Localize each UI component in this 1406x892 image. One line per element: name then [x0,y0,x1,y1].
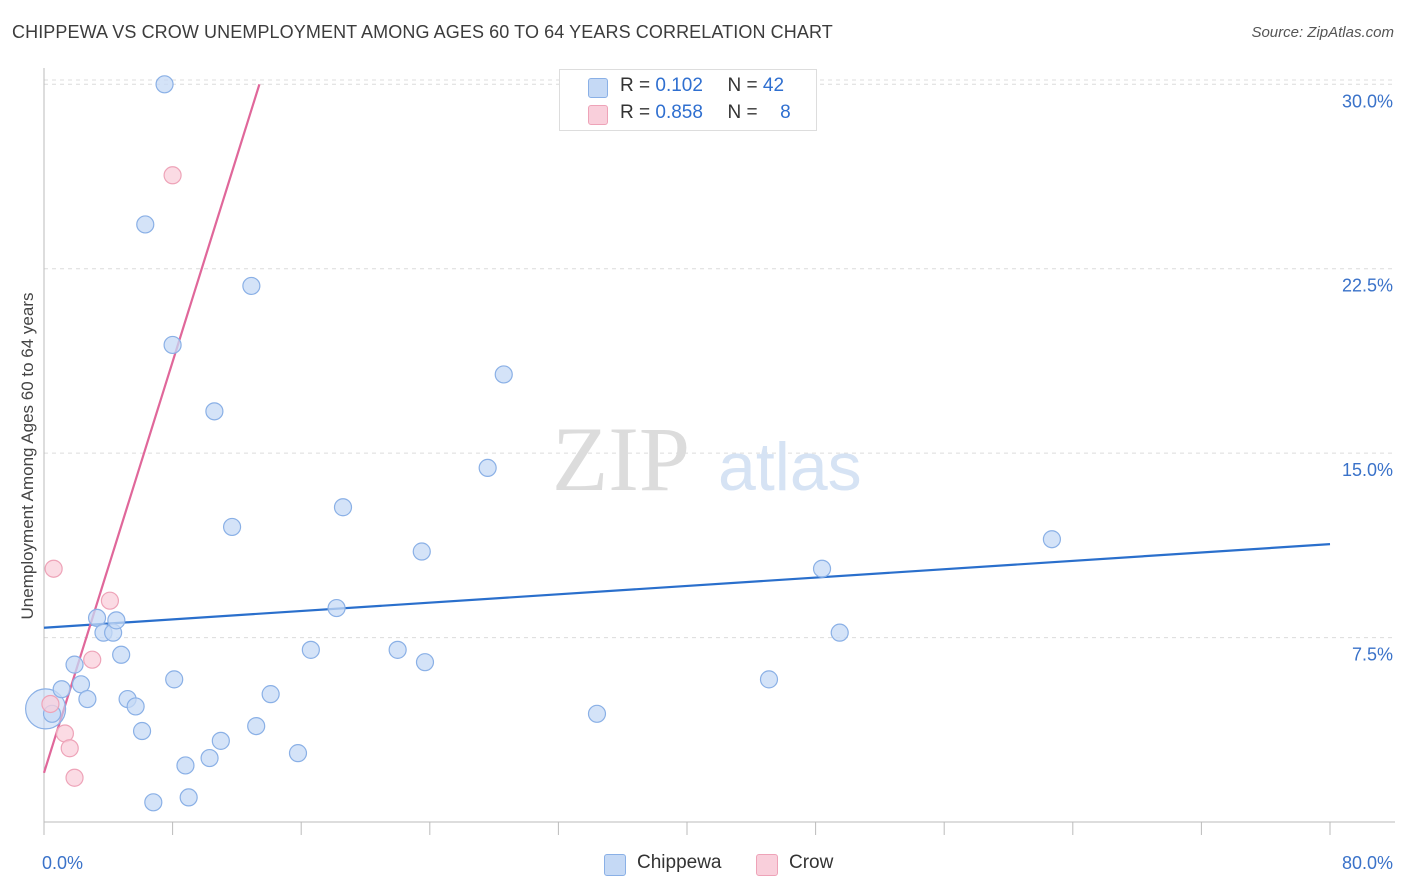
chippewa-point [301,640,320,659]
chippewa-point [759,670,779,689]
legend-n-value-crow: 8 [780,102,791,123]
bottom-legend-swatch-chippewa [604,854,626,876]
chippewa-point [333,498,353,517]
chippewa-point [388,640,407,659]
chippewa-point [478,458,497,478]
watermark: ZIP atlas [552,408,862,510]
chippewa-point [261,685,280,704]
chippewa-point [812,559,832,578]
chippewa-point [211,731,230,750]
crow-point [44,559,63,578]
legend-text-chippewa: R = 0.102 N = 42 [620,75,785,96]
chippewa-point [78,689,97,709]
legend-text-crow: R = 0.858 N = 8 [620,102,791,123]
crow-point [41,694,60,714]
chippewa-point [587,704,607,723]
chippewa-point [242,276,261,296]
legend-n-value-chippewa: 42 [762,75,785,96]
crow-point [60,739,79,758]
chippewa-point [52,680,71,699]
chippewa-point [415,653,435,672]
legend-r-value-crow: 0.858 [655,102,703,123]
chart-title: CHIPPEWA VS CROW UNEMPLOYMENT AMONG AGES… [12,22,833,42]
chippewa-point [136,215,155,234]
y-tick-label: 7.5% [1352,645,1393,665]
crow-point [163,166,182,185]
chippewa-point [247,716,266,736]
bottom-legend-label-crow: Crow [789,852,834,873]
chippewa-point [165,670,184,689]
chippewa-point [288,744,308,763]
crow-point [65,768,84,787]
chippewa-point [107,611,126,630]
chippewa-trend-line [43,543,1331,629]
chippewa-point [126,697,145,716]
data-points [25,75,1062,812]
chippewa-point [494,365,513,384]
watermark-atlas: atlas [718,429,862,505]
chippewa-point [412,542,431,561]
bottom-legend-swatch-crow [756,854,778,876]
y-axis-label: Unemployment Among Ages 60 to 64 years [18,292,37,620]
y-tick-label: 15.0% [1342,460,1393,480]
crow-point [83,650,102,669]
chippewa-point [179,788,198,807]
x-tick-label-min: 0.0% [42,853,83,873]
chippewa-point [830,623,849,642]
chippewa-point [327,598,346,618]
watermark-zip: ZIP [552,408,690,510]
y-tick-label: 22.5% [1342,276,1393,296]
chippewa-point [1042,530,1062,549]
chippewa-point [163,335,182,355]
legend-r-value-chippewa: 0.102 [655,75,703,96]
chippewa-point [112,645,131,664]
chippewa-point [222,517,242,537]
chippewa-point [144,793,163,812]
stats-legend: R = 0.102 N = 42 R = 0.858 N = 8 [559,69,817,131]
x-tick-label-max: 80.0% [1342,853,1393,873]
chippewa-point [205,402,224,421]
chippewa-point [200,748,219,768]
bottom-legend-label-chippewa: Chippewa [637,852,722,873]
legend-swatch-crow [588,105,608,125]
y-tick-label: 30.0% [1342,91,1393,111]
legend-swatch-chippewa [588,78,608,98]
crow-point [100,591,120,610]
chippewa-point [176,756,195,775]
chippewa-point [65,655,84,674]
axes [43,68,1395,835]
chippewa-point [132,721,152,741]
source-label: Source: ZipAtlas.com [1251,24,1394,41]
tick-labels: 7.5% 15.0% 22.5% 30.0% 0.0% 80.0% [42,91,1393,873]
chippewa-point [155,75,174,94]
